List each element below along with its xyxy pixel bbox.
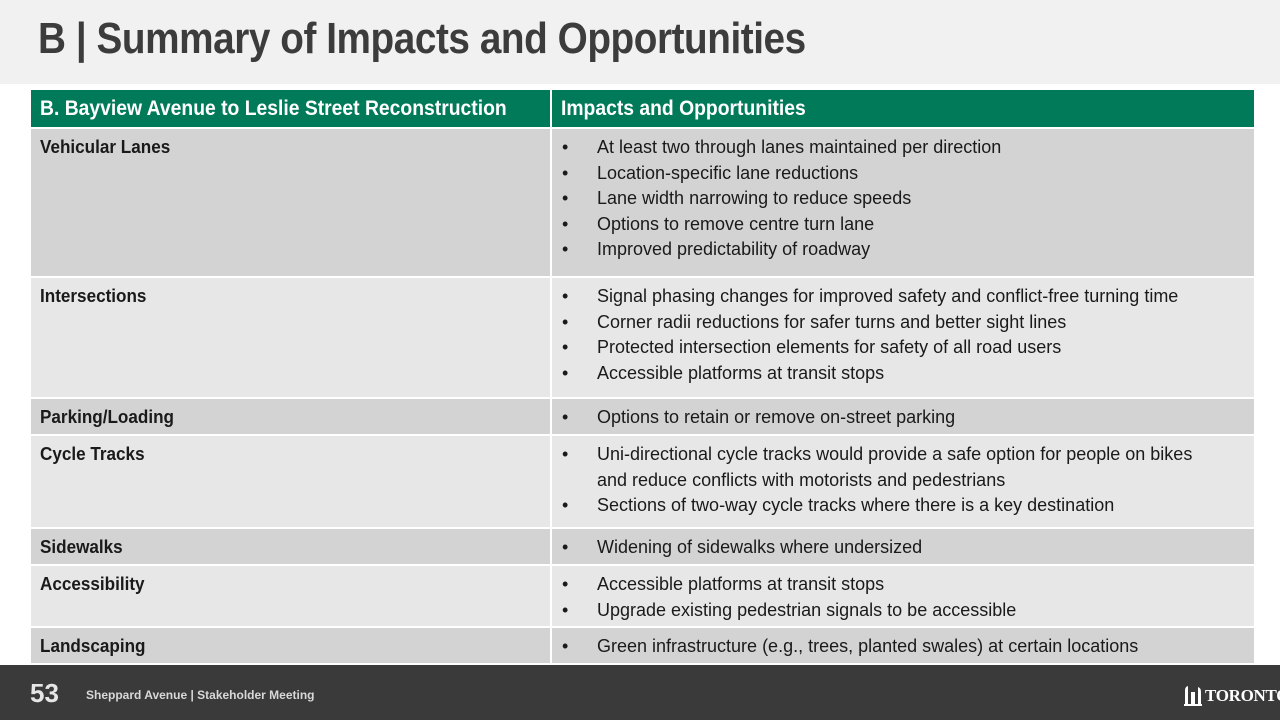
list-item: Options to retain or remove on-street pa…	[560, 405, 1246, 431]
list-item: Location-specific lane reductions	[560, 161, 1246, 187]
row-items: Widening of sidewalks where undersized	[550, 527, 1256, 566]
row-topic: Intersections	[29, 276, 552, 399]
row-items: At least two through lanes maintained pe…	[550, 127, 1256, 278]
row-items: Uni-directional cycle tracks would provi…	[550, 434, 1256, 529]
column-header-section: B. Bayview Avenue to Leslie Street Recon…	[29, 88, 552, 129]
list-item: At least two through lanes maintained pe…	[560, 135, 1246, 161]
list-item: Signal phasing changes for improved safe…	[560, 284, 1246, 310]
list-item: Corner radii reductions for safer turns …	[560, 310, 1246, 336]
table-row: Accessibility Accessible platforms at tr…	[29, 564, 1256, 628]
column-header-impacts: Impacts and Opportunities	[550, 88, 1256, 129]
row-topic: Accessibility	[29, 564, 552, 628]
list-item: Widening of sidewalks where undersized	[560, 535, 1246, 561]
row-items: Options to retain or remove on-street pa…	[550, 397, 1256, 436]
list-item: Upgrade existing pedestrian signals to b…	[560, 598, 1246, 624]
table-header-row: B. Bayview Avenue to Leslie Street Recon…	[29, 88, 1256, 129]
table-row: Landscaping Green infrastructure (e.g., …	[29, 626, 1256, 665]
list-item: Lane width narrowing to reduce speeds	[560, 186, 1246, 212]
page-number: 53	[30, 678, 59, 708]
slide-footer	[0, 665, 1280, 720]
table-row: Sidewalks Widening of sidewalks where un…	[29, 527, 1256, 566]
row-topic: Cycle Tracks	[29, 434, 552, 529]
table-row: Cycle Tracks Uni-directional cycle track…	[29, 434, 1256, 529]
row-topic: Landscaping	[29, 626, 552, 665]
row-items: Signal phasing changes for improved safe…	[550, 276, 1256, 399]
table-row: Intersections Signal phasing changes for…	[29, 276, 1256, 399]
row-items: Accessible platforms at transit stops Up…	[550, 564, 1256, 628]
footer-caption: Sheppard Avenue | Stakeholder Meeting	[86, 688, 315, 702]
table-row: Vehicular Lanes At least two through lan…	[29, 127, 1256, 278]
table-row: Parking/Loading Options to retain or rem…	[29, 397, 1256, 436]
list-item: Protected intersection elements for safe…	[560, 335, 1246, 361]
list-item: Green infrastructure (e.g., trees, plant…	[560, 634, 1246, 660]
list-item: Uni-directional cycle tracks would provi…	[560, 442, 1246, 493]
city-hall-icon	[1184, 686, 1202, 706]
row-topic: Vehicular Lanes	[29, 127, 552, 278]
row-items: Green infrastructure (e.g., trees, plant…	[550, 626, 1256, 665]
list-item: Sections of two-way cycle tracks where t…	[560, 493, 1246, 519]
list-item: Improved predictability of roadway	[560, 237, 1246, 263]
toronto-logo: TORONTO	[1184, 682, 1280, 706]
list-item: Accessible platforms at transit stops	[560, 361, 1246, 387]
row-topic: Sidewalks	[29, 527, 552, 566]
list-item: Options to remove centre turn lane	[560, 212, 1246, 238]
slide-title: B | Summary of Impacts and Opportunities	[38, 14, 806, 63]
logo-wordmark: TORONTO	[1205, 686, 1280, 705]
summary-table: B. Bayview Avenue to Leslie Street Recon…	[29, 88, 1256, 665]
list-item: Accessible platforms at transit stops	[560, 572, 1246, 598]
title-band	[0, 0, 1280, 84]
row-topic: Parking/Loading	[29, 397, 552, 436]
